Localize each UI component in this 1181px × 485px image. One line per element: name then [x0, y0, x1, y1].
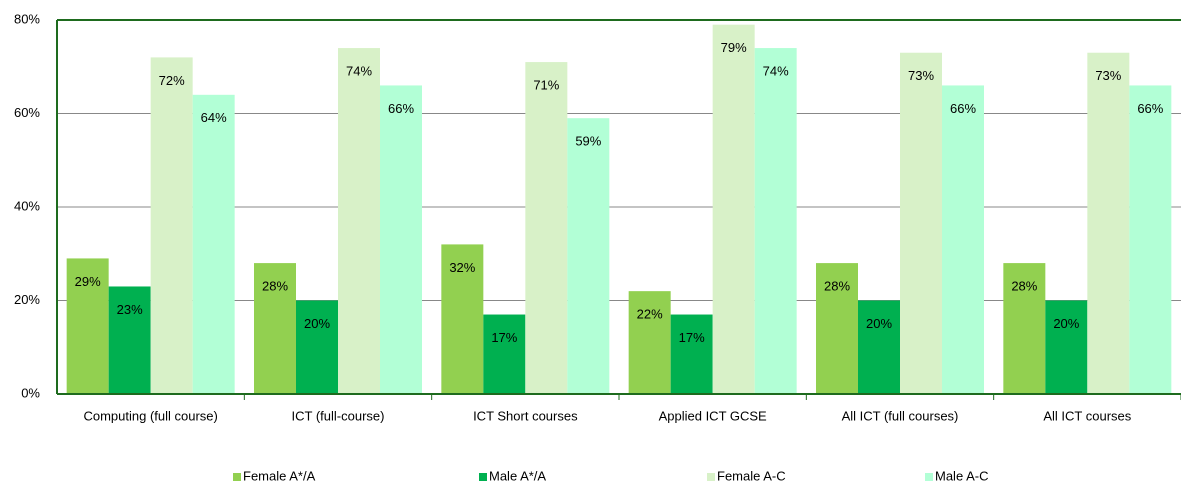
legend-swatch [925, 473, 933, 481]
y-tick-label: 80% [14, 11, 40, 26]
data-label: 73% [1095, 68, 1121, 83]
data-label: 32% [449, 260, 475, 275]
x-tick-label: ICT Short courses [473, 408, 578, 423]
data-label: 73% [908, 68, 934, 83]
y-tick-label: 40% [14, 198, 40, 213]
data-label: 74% [763, 63, 789, 78]
y-tick-label: 60% [14, 105, 40, 120]
data-label: 23% [117, 302, 143, 317]
bar [441, 244, 484, 394]
x-tick-label: All ICT (full courses) [842, 408, 959, 423]
bar [150, 57, 193, 395]
bar [754, 48, 797, 395]
bar [254, 263, 296, 394]
data-label: 74% [346, 63, 372, 78]
bar [192, 94, 235, 395]
data-label: 29% [75, 274, 101, 289]
data-label: 72% [159, 73, 185, 88]
bar [942, 85, 984, 394]
bar [296, 300, 338, 394]
bar [670, 314, 713, 394]
x-tick-label: ICT (full-course) [292, 408, 385, 423]
bar [1003, 263, 1046, 394]
data-label: 66% [1137, 101, 1163, 116]
data-label: 28% [1011, 279, 1037, 294]
data-label: 59% [575, 134, 601, 149]
legend-label: Male A*/A [489, 468, 546, 483]
bar [628, 291, 671, 394]
data-label: 79% [721, 40, 747, 55]
bar [567, 118, 610, 395]
legend-label: Female A*/A [243, 468, 316, 483]
bar [858, 300, 900, 394]
x-tick-label: Applied ICT GCSE [659, 408, 767, 423]
data-label: 22% [637, 307, 663, 322]
bar [483, 314, 526, 394]
data-label: 66% [950, 101, 976, 116]
legend-swatch [233, 473, 241, 481]
data-label: 28% [262, 279, 288, 294]
bar [108, 286, 151, 394]
x-tick-label: All ICT courses [1043, 408, 1131, 423]
data-label: 20% [304, 316, 330, 331]
data-label: 17% [491, 330, 517, 345]
data-label: 64% [201, 110, 227, 125]
bar [1045, 300, 1088, 394]
bar [380, 85, 422, 394]
data-label: 17% [679, 330, 705, 345]
bar [900, 52, 942, 394]
bar [816, 263, 858, 394]
data-label: 71% [533, 78, 559, 93]
legend-swatch [707, 473, 715, 481]
bar [1129, 85, 1172, 394]
y-tick-label: 20% [14, 292, 40, 307]
legend-label: Female A-C [717, 468, 786, 483]
y-tick-label: 0% [21, 385, 40, 400]
legend-swatch [479, 473, 487, 481]
x-tick-label: Computing (full course) [83, 408, 217, 423]
data-label: 28% [824, 279, 850, 294]
bar [66, 258, 109, 394]
data-label: 66% [388, 101, 414, 116]
data-label: 20% [866, 316, 892, 331]
legend-label: Male A-C [935, 468, 988, 483]
bar [338, 48, 380, 395]
bar [1087, 52, 1130, 394]
bar [712, 24, 755, 395]
bar [525, 62, 568, 394]
data-label: 20% [1053, 316, 1079, 331]
